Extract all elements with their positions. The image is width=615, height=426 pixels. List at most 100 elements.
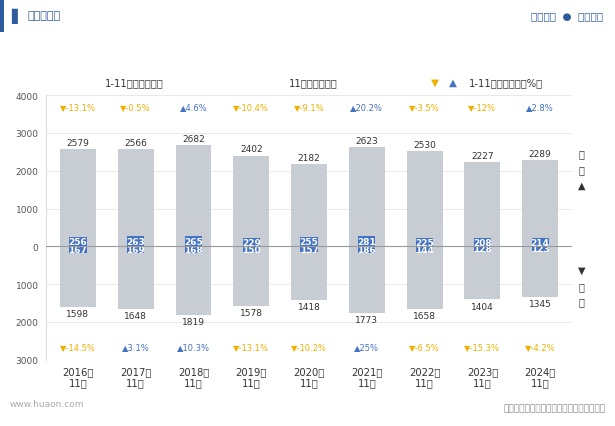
Text: 1658: 1658 — [413, 311, 436, 320]
Bar — [531, 247, 549, 251]
Bar — [464, 247, 500, 300]
Text: 1-11月（亿美元）: 1-11月（亿美元） — [105, 78, 164, 88]
Text: 169: 169 — [126, 245, 145, 254]
Text: 1598: 1598 — [66, 309, 89, 318]
Text: ▼-15.3%: ▼-15.3% — [464, 343, 501, 352]
Text: 2682: 2682 — [182, 135, 205, 144]
Text: 144: 144 — [415, 245, 434, 254]
Text: 255: 255 — [300, 237, 319, 247]
Bar — [291, 247, 327, 300]
Bar — [233, 156, 269, 247]
Bar — [300, 247, 318, 253]
Text: 2566: 2566 — [124, 139, 147, 148]
Text: 2623: 2623 — [355, 137, 378, 146]
Text: ▲10.3%: ▲10.3% — [177, 343, 210, 352]
Bar — [175, 146, 212, 247]
Bar — [175, 247, 212, 315]
Text: ▼-14.5%: ▼-14.5% — [60, 343, 96, 352]
Bar — [349, 247, 385, 314]
Text: 1418: 1418 — [298, 302, 320, 311]
Text: ▼-9.1%: ▼-9.1% — [294, 103, 324, 112]
Bar — [69, 247, 87, 253]
Bar — [242, 247, 260, 253]
Text: www.huaon.com: www.huaon.com — [9, 399, 84, 408]
Text: 出: 出 — [578, 149, 584, 159]
Bar — [69, 237, 87, 247]
Text: ▼-13.1%: ▼-13.1% — [60, 103, 96, 112]
Text: 口: 口 — [578, 165, 584, 175]
Bar — [0, 0, 4, 33]
Text: 1404: 1404 — [471, 302, 494, 311]
Text: ▲20.2%: ▲20.2% — [351, 103, 383, 112]
Bar — [349, 148, 385, 247]
Bar — [118, 247, 154, 309]
Text: 168: 168 — [184, 245, 203, 254]
Text: ▼-10.2%: ▼-10.2% — [291, 343, 327, 352]
Text: 2530: 2530 — [413, 140, 436, 149]
Text: ▼-6.5%: ▼-6.5% — [409, 343, 440, 352]
Bar — [474, 239, 491, 247]
Text: 专业严谨  ●  客观科学: 专业严谨 ● 客观科学 — [531, 11, 603, 21]
Bar — [233, 247, 269, 306]
Bar — [358, 236, 376, 247]
Text: 2182: 2182 — [298, 153, 320, 162]
Bar — [60, 150, 96, 247]
Bar — [184, 247, 202, 253]
Bar — [522, 247, 558, 297]
Text: 2402: 2402 — [240, 145, 263, 154]
Bar — [464, 163, 500, 247]
Text: 1578: 1578 — [240, 308, 263, 317]
Text: ▲25%: ▲25% — [354, 343, 379, 352]
Bar — [358, 247, 376, 254]
Bar — [416, 238, 434, 247]
Bar — [474, 247, 491, 252]
Text: ▲4.6%: ▲4.6% — [180, 103, 207, 112]
Text: 225: 225 — [415, 238, 434, 247]
Text: 214: 214 — [531, 238, 550, 247]
Text: 281: 281 — [357, 237, 376, 246]
Text: ▌: ▌ — [11, 9, 23, 23]
Text: 华经情报网: 华经情报网 — [28, 11, 61, 21]
Text: ▼: ▼ — [430, 78, 438, 88]
Text: 11月（亿美元）: 11月（亿美元） — [289, 78, 338, 88]
Bar — [118, 150, 154, 247]
Text: 进: 进 — [578, 281, 584, 291]
Text: 1-11月同比增速（%）: 1-11月同比增速（%） — [469, 78, 543, 88]
Text: ▼-12%: ▼-12% — [469, 103, 496, 112]
Text: ▼-3.5%: ▼-3.5% — [409, 103, 440, 112]
Bar — [407, 247, 443, 309]
Text: ▲: ▲ — [578, 181, 585, 191]
Text: 208: 208 — [473, 239, 492, 248]
Text: 186: 186 — [357, 246, 376, 255]
Text: ▼-13.1%: ▼-13.1% — [233, 343, 269, 352]
Text: 128: 128 — [473, 245, 492, 253]
Text: ▲2.8%: ▲2.8% — [526, 103, 554, 112]
Text: 256: 256 — [68, 237, 87, 246]
Text: 229: 229 — [242, 238, 261, 247]
Text: 167: 167 — [68, 245, 87, 254]
Text: ▼-10.4%: ▼-10.4% — [233, 103, 269, 112]
Text: 263: 263 — [126, 237, 145, 246]
Text: 2227: 2227 — [471, 152, 494, 161]
Bar — [416, 247, 434, 252]
Text: ▼-0.5%: ▼-0.5% — [121, 103, 151, 112]
Text: 数据来源：中国海关、华经产业研究院整理: 数据来源：中国海关、华经产业研究院整理 — [504, 403, 606, 412]
Text: 1345: 1345 — [529, 299, 552, 308]
Text: 2289: 2289 — [529, 150, 552, 158]
Text: 1648: 1648 — [124, 311, 147, 320]
Bar — [60, 247, 96, 307]
Bar — [242, 238, 260, 247]
Bar — [407, 151, 443, 247]
Bar — [184, 237, 202, 247]
Bar — [127, 237, 145, 247]
Bar — [291, 164, 327, 247]
Bar — [127, 247, 145, 253]
Text: 157: 157 — [300, 245, 319, 254]
Text: 1773: 1773 — [355, 316, 378, 325]
Text: ▲: ▲ — [449, 78, 457, 88]
Bar — [300, 237, 318, 247]
Text: 2579: 2579 — [66, 138, 89, 147]
Bar — [522, 161, 558, 247]
Text: 265: 265 — [184, 237, 203, 246]
Text: 2016-2024年11月广东省外商投资企业进、出口额: 2016-2024年11月广东省外商投资企业进、出口额 — [161, 43, 454, 61]
